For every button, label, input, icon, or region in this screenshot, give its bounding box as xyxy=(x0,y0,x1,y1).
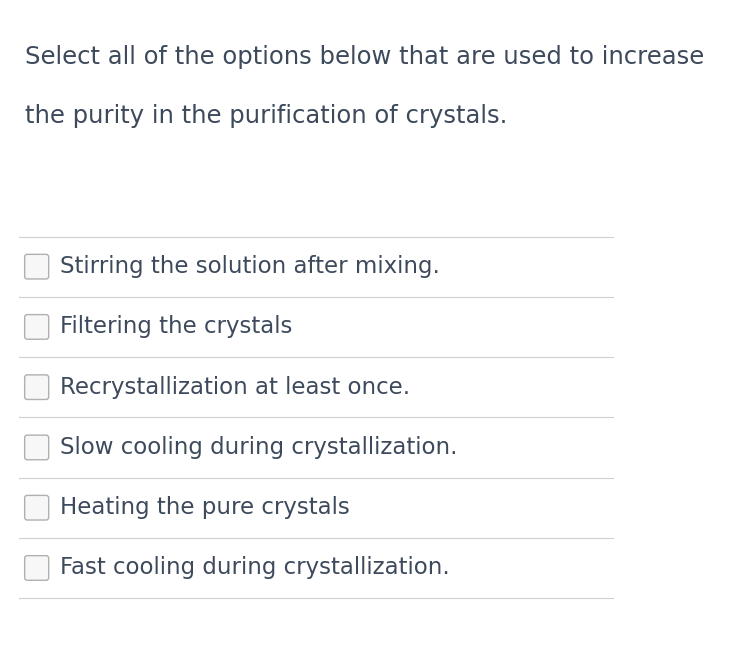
Text: Select all of the options below that are used to increase: Select all of the options below that are… xyxy=(26,45,705,69)
Text: Slow cooling during crystallization.: Slow cooling during crystallization. xyxy=(60,436,457,459)
FancyBboxPatch shape xyxy=(25,375,49,399)
Text: the purity in the purification of crystals.: the purity in the purification of crysta… xyxy=(26,104,508,128)
Text: Stirring the solution after mixing.: Stirring the solution after mixing. xyxy=(60,255,440,278)
FancyBboxPatch shape xyxy=(25,435,49,460)
FancyBboxPatch shape xyxy=(25,495,49,520)
Text: Fast cooling during crystallization.: Fast cooling during crystallization. xyxy=(60,557,450,579)
Text: Recrystallization at least once.: Recrystallization at least once. xyxy=(60,376,410,399)
Text: Filtering the crystals: Filtering the crystals xyxy=(60,316,293,338)
FancyBboxPatch shape xyxy=(25,314,49,340)
Text: Heating the pure crystals: Heating the pure crystals xyxy=(60,496,350,519)
FancyBboxPatch shape xyxy=(25,254,49,279)
FancyBboxPatch shape xyxy=(25,555,49,581)
